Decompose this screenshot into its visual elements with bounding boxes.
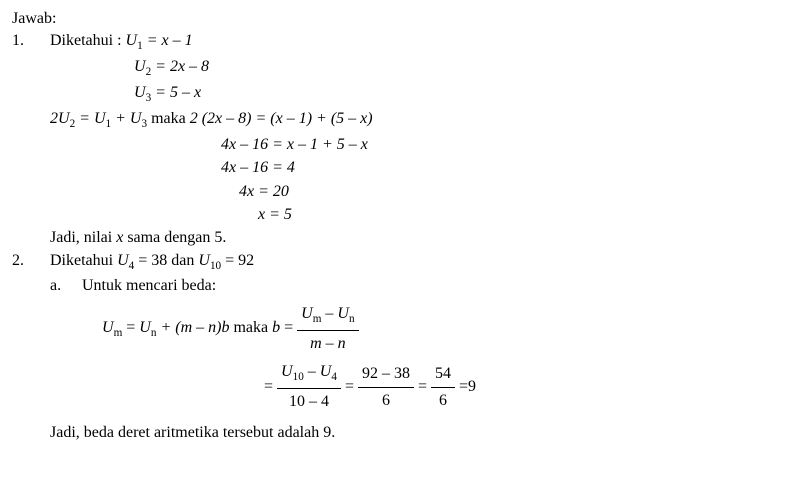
p2-u4-var: U <box>117 252 129 269</box>
problem-1: 1. Diketahui : U1 = x – 1 U2 = 2x – 8 U3… <box>12 30 782 249</box>
p1-rel-eq-u1: = U <box>75 110 105 127</box>
p2-diketahui: Diketahui <box>50 252 117 269</box>
p1-u2-var: U <box>134 58 146 75</box>
p2-u10-val: = 92 <box>221 252 254 269</box>
p2-sub-a-text: Untuk mencari beda: <box>82 277 216 294</box>
p2-frac4: 54 6 <box>431 363 455 413</box>
p2-result: 9 <box>468 376 476 398</box>
problem-2: 2. Diketahui U4 = 38 dan U10 = 92 a. Unt… <box>12 250 782 444</box>
p2-eq3: = <box>345 376 354 398</box>
p2-u10-var: U <box>198 252 210 269</box>
p2-um-sub: m <box>114 327 123 339</box>
p1-step1: 4x – 16 = x – 1 + 5 – x <box>221 136 368 153</box>
p2-maka-b: maka b = <box>229 319 293 336</box>
p2-formula-line2: = U10 – U4 10 – 4 = 92 – 38 6 = 54 6 = 9 <box>264 361 782 413</box>
p1-u1-eq: = x – 1 <box>143 32 193 49</box>
p1-conclusion-post: sama dengan 5. <box>123 229 226 246</box>
p2-formula-line1: Um = Un + (m – n)b maka b = Um – Un m – … <box>68 303 782 355</box>
p2-eq1: = <box>122 319 139 336</box>
p1-rel-2u2: 2U <box>50 110 70 127</box>
p1-u2-eq: = 2x – 8 <box>151 58 209 75</box>
problem-1-number: 1. <box>12 30 46 52</box>
answer-label: Jawab: <box>12 8 782 30</box>
p1-rel-rhs: 2 (2x – 8) = (x – 1) + (5 – x) <box>190 110 373 127</box>
p1-conclusion-pre: Jadi, nilai <box>50 229 116 246</box>
p2-frac2: U10 – U4 10 – 4 <box>277 361 341 413</box>
p1-maka: maka <box>147 110 190 127</box>
problem-2-number: 2. <box>12 250 46 272</box>
p2-eq2: = <box>264 376 273 398</box>
p2-un-var: U <box>139 319 151 336</box>
p2-u10-sub: 10 <box>210 260 221 272</box>
p1-u3-var: U <box>134 84 146 101</box>
p1-u3-eq: = 5 – x <box>151 84 201 101</box>
p2-sub-a: a. <box>50 275 78 297</box>
p1-step4: x = 5 <box>258 206 292 223</box>
p2-eq5: = <box>459 376 468 398</box>
p1-u1-var: U <box>126 32 138 49</box>
p2-um-var: U <box>102 319 114 336</box>
p2-frac3: 92 – 38 6 <box>358 363 414 413</box>
p1-diketahui: Diketahui : <box>50 32 122 49</box>
p1-step2: 4x – 16 = 4 <box>221 159 295 176</box>
p2-frac1: Um – Un m – n <box>297 303 358 355</box>
p2-formula-mid: + (m – n)b <box>156 319 229 336</box>
p1-step3: 4x = 20 <box>239 183 289 200</box>
p1-rel-plus-u3: + U <box>111 110 141 127</box>
p2-conclusion: Jadi, beda deret aritmetika tersebut ada… <box>50 424 335 441</box>
p2-eq4: = <box>418 376 427 398</box>
p2-u4-val: = 38 dan <box>134 252 198 269</box>
